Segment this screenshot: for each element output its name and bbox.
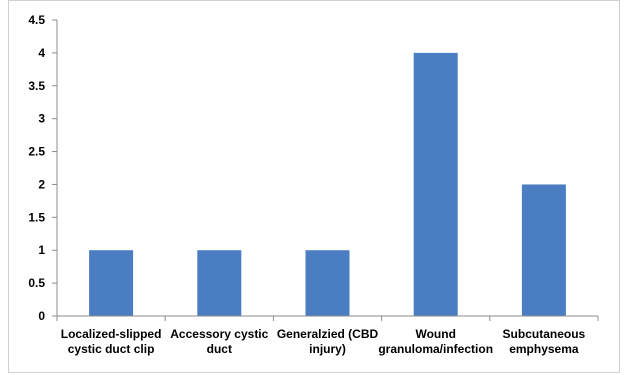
x-category-label-line: duct — [207, 342, 232, 356]
bar — [89, 250, 134, 316]
x-category-label-line: cystic duct clip — [68, 342, 155, 356]
y-tick-label: 1 — [38, 243, 45, 257]
x-category-label: Localized-slipped cystic duct clip — [61, 327, 162, 356]
x-category-label: Subcutaneous emphysema — [503, 327, 586, 356]
x-category-label: Accessory cystic duct — [170, 327, 268, 356]
y-tick-label: 0 — [38, 309, 45, 323]
x-category-label: Wound granuloma/infection — [378, 327, 493, 356]
bar-series — [89, 52, 566, 317]
y-tick-label: 4.5 — [28, 13, 45, 27]
x-category-label-line: injury) — [309, 342, 346, 356]
y-tick-label: 2 — [38, 177, 45, 191]
y-tick-label: 1.5 — [28, 210, 45, 224]
y-tick-label: 4 — [38, 46, 45, 60]
y-axis: 0 0.5 1 1.5 2 2.5 3 3.5 4 4.5 — [28, 13, 58, 323]
x-category-label-line: Generalzied (CBD — [277, 327, 379, 341]
bar — [305, 250, 350, 316]
x-category-label-line: Wound — [415, 327, 455, 341]
bar — [413, 52, 458, 317]
x-category-label-line: emphysema — [509, 342, 579, 356]
bar — [197, 250, 242, 316]
x-axis: Localized-slipped cystic duct clip Accesso… — [56, 315, 599, 356]
x-category-label-line: Localized-slipped — [61, 327, 162, 341]
x-category-label-line: granuloma/infection — [378, 342, 493, 356]
x-category-label: Generalzied (CBD injury) — [277, 327, 379, 356]
y-tick-label: 2.5 — [28, 145, 45, 159]
y-tick-label: 0.5 — [28, 276, 45, 290]
x-category-label-line: Subcutaneous — [503, 327, 586, 341]
y-tick-label: 3 — [38, 112, 45, 126]
bar — [521, 184, 566, 316]
x-category-label-line: Accessory cystic — [170, 327, 268, 341]
y-tick-label: 3.5 — [28, 79, 45, 93]
